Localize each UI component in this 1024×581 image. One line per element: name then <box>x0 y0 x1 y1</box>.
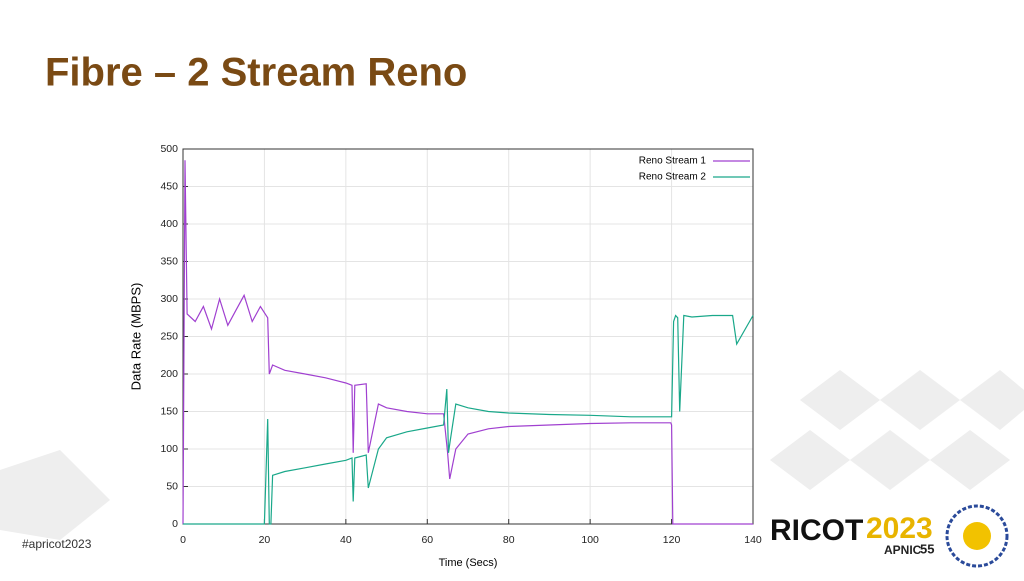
x-tick-label: 80 <box>503 534 515 546</box>
y-tick-label: 0 <box>172 518 178 530</box>
y-tick-label: 300 <box>160 293 178 305</box>
y-tick-label: 450 <box>160 180 178 192</box>
x-tick-label: 60 <box>421 534 433 546</box>
y-tick-label: 250 <box>160 330 178 342</box>
logo-sun <box>945 504 1009 568</box>
background-decoration <box>0 370 1024 540</box>
logo-year: 2023 <box>866 512 933 545</box>
x-tick-label: 40 <box>340 534 352 546</box>
y-tick-label: 150 <box>160 405 178 417</box>
logo-num: 55 <box>920 541 934 556</box>
slide-title: Fibre – 2 Stream Reno <box>45 51 467 95</box>
x-tick-label: 140 <box>744 534 762 546</box>
x-tick-label: 100 <box>581 534 599 546</box>
x-tick-label: 120 <box>663 534 681 546</box>
x-axis-label: Time (Secs) <box>439 557 498 569</box>
series-line <box>182 160 753 525</box>
series-line <box>183 314 754 525</box>
y-tick-label: 350 <box>160 255 178 267</box>
logo-text: RICOT <box>770 514 863 547</box>
y-tick-label: 200 <box>160 368 178 380</box>
plot-frame <box>182 148 754 525</box>
x-tick-label: 20 <box>259 534 271 546</box>
y-tick-label: 50 <box>166 480 178 492</box>
hashtag: #apricot2023 <box>22 537 92 551</box>
y-tick-label: 400 <box>160 218 178 230</box>
chart: 0 50 100 150 200 250 300 350 400 450 500 0 20 40 60 80 1… <box>128 143 761 569</box>
legend-label: Reno Stream 1 <box>639 156 707 167</box>
x-tick-label: 0 <box>180 534 186 546</box>
y-tick-label: 100 <box>160 443 178 455</box>
y-axis-label: Data Rate (MBPS) <box>128 283 143 391</box>
y-tick-label: 500 <box>160 143 178 155</box>
legend-label: Reno Stream 2 <box>639 172 707 183</box>
chart-panel <box>170 138 770 538</box>
logo-sub: APNIC <box>884 543 922 557</box>
